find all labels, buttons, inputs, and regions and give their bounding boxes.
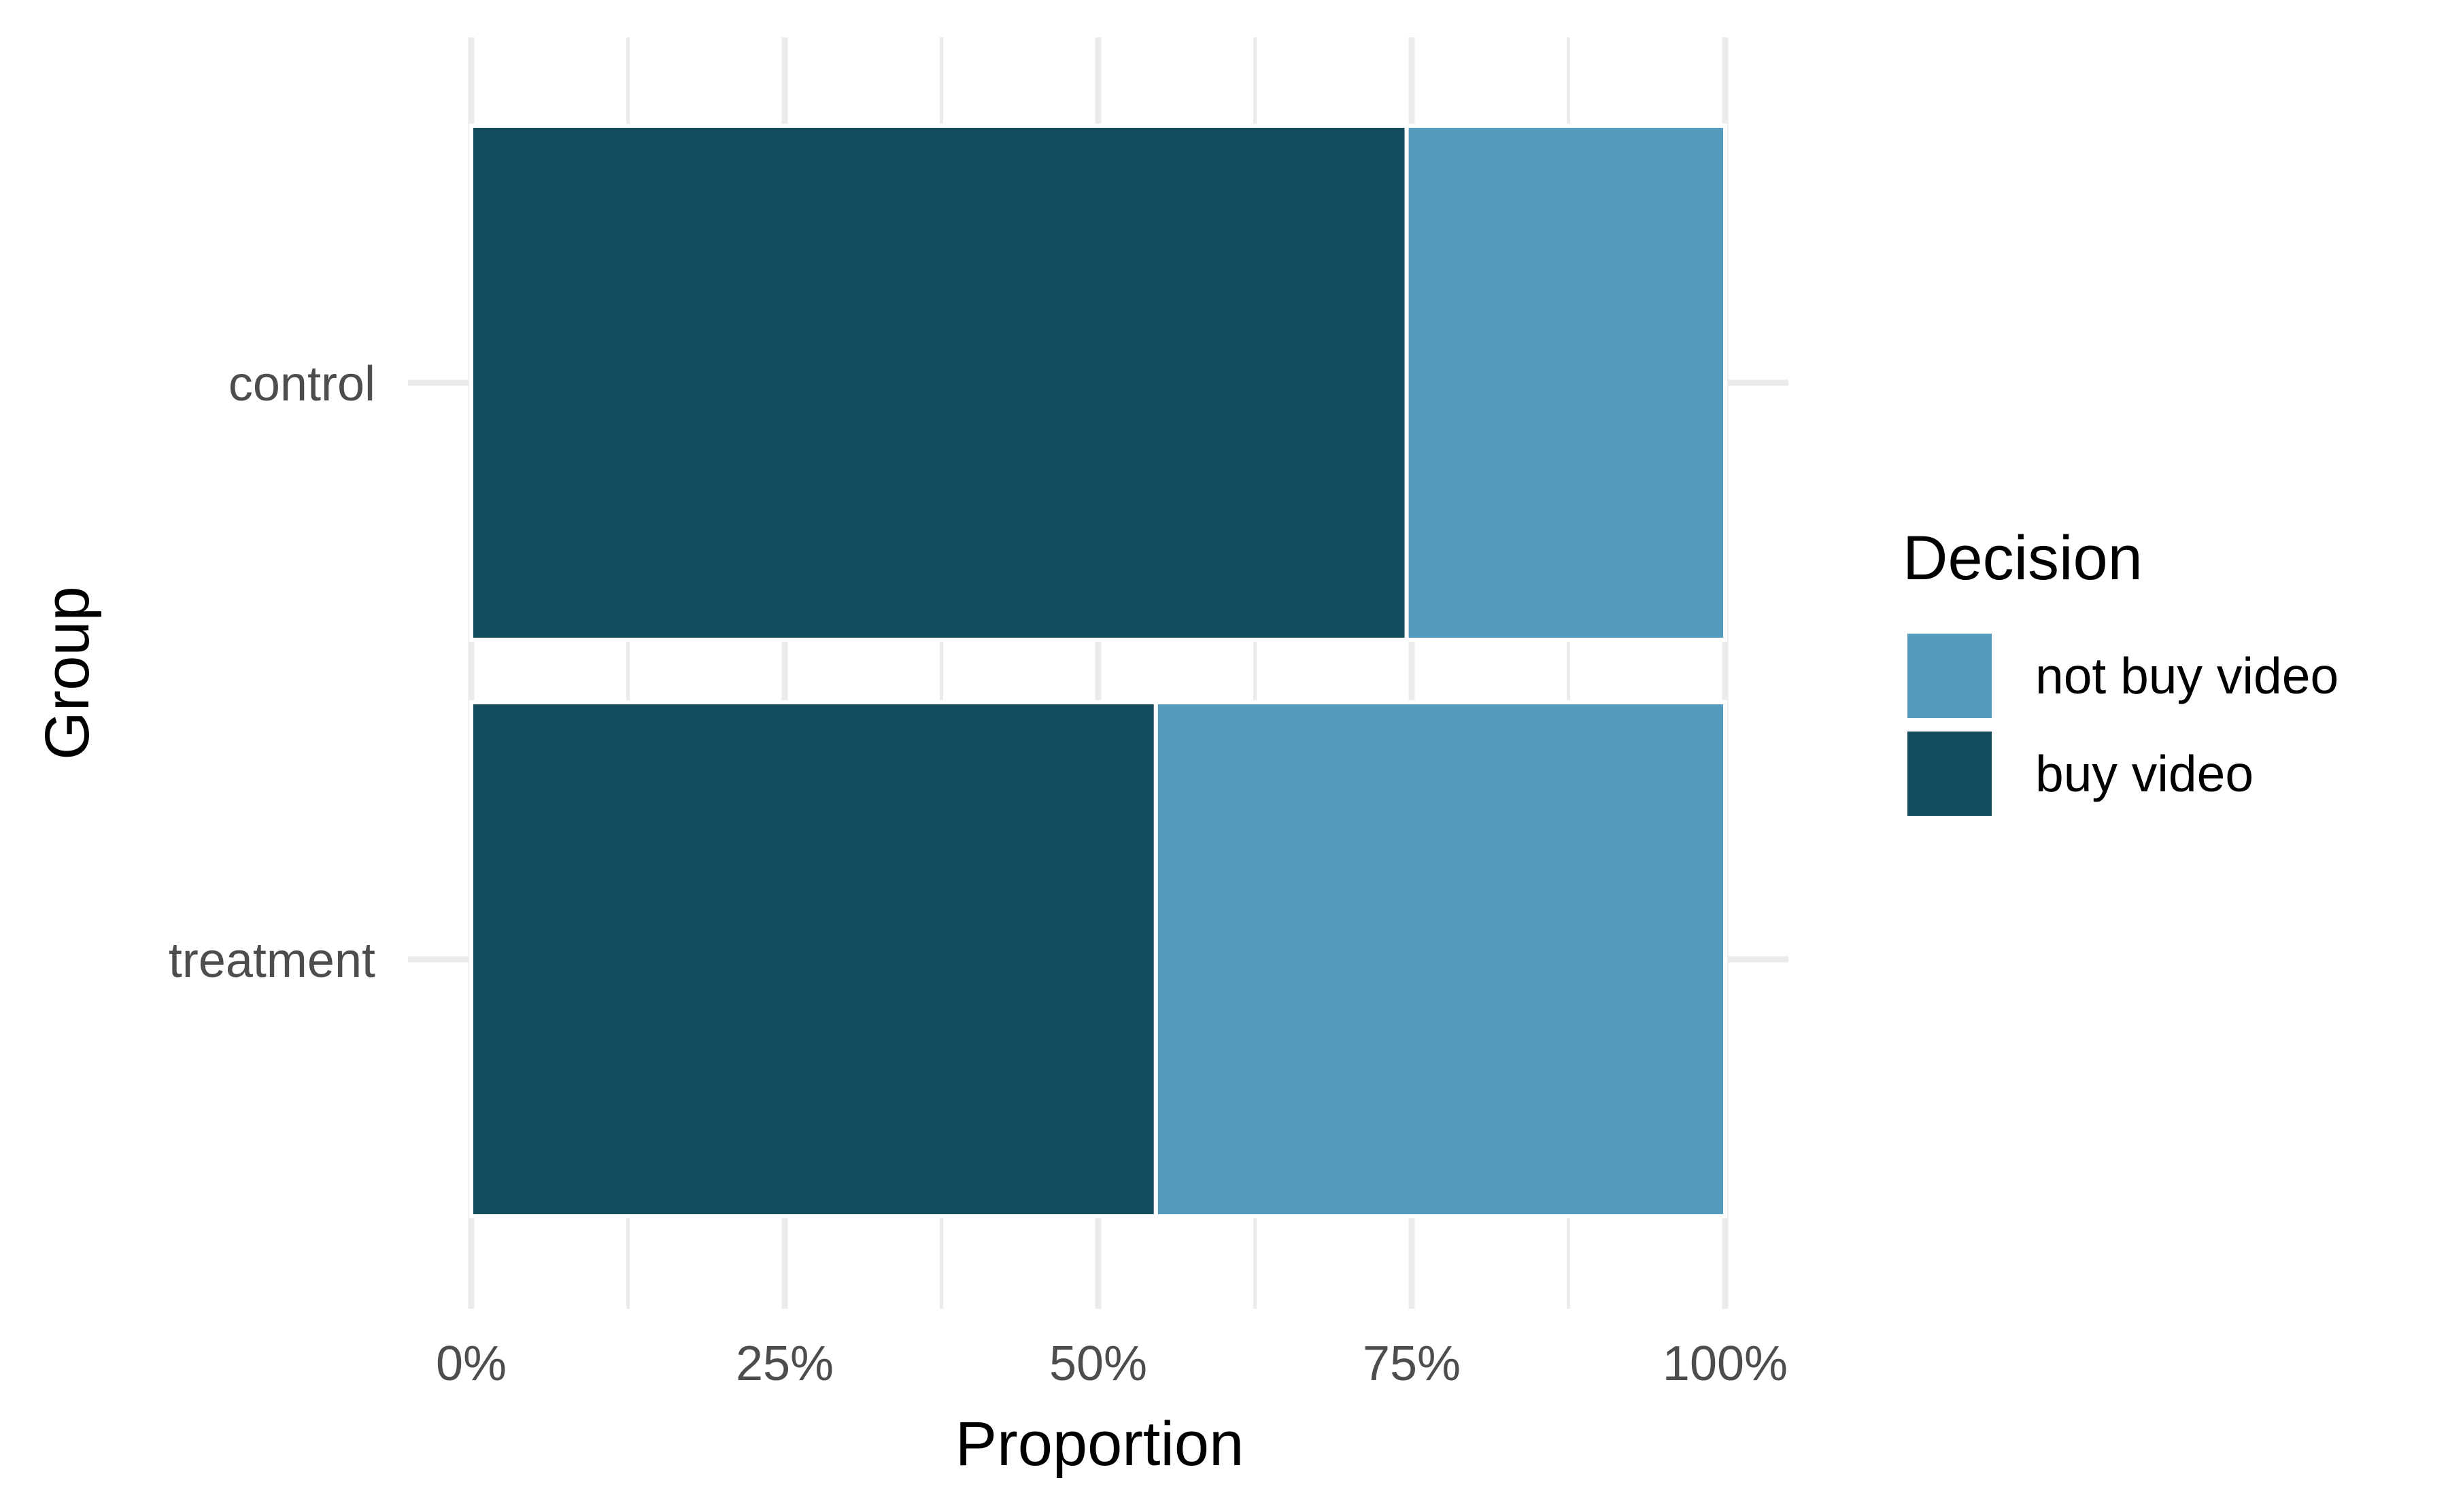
bars [469, 124, 1728, 1218]
legend-entries: not buy video buy video [1907, 634, 2339, 816]
bar-control-buy-video [469, 124, 1409, 642]
x-axis-ticks: 0% 25% 50% 75% 100% [436, 1337, 1788, 1391]
x-tick-label: 100% [1663, 1337, 1788, 1391]
legend-key-not-buy-video [1907, 634, 1992, 718]
y-tick-label: control [228, 357, 375, 411]
bar-treatment-not-buy-video [1153, 700, 1727, 1218]
legend: Decision not buy video buy video [1903, 523, 2339, 816]
legend-label: buy video [2035, 745, 2254, 802]
y-axis-title: Group [33, 586, 102, 760]
x-tick-label: 25% [736, 1337, 834, 1391]
x-axis-title: Proportion [955, 1409, 1244, 1479]
legend-key-buy-video [1907, 732, 1992, 816]
bar-treatment-buy-video [469, 700, 1158, 1218]
y-axis-ticks: control treatment [169, 357, 375, 988]
bar-control-not-buy-video [1404, 124, 1728, 642]
legend-label: not buy video [2035, 647, 2339, 704]
x-tick-label: 50% [1049, 1337, 1147, 1391]
y-tick-label: treatment [169, 933, 375, 988]
legend-title: Decision [1903, 523, 2143, 593]
x-tick-label: 75% [1363, 1337, 1461, 1391]
x-tick-label: 0% [436, 1337, 507, 1391]
